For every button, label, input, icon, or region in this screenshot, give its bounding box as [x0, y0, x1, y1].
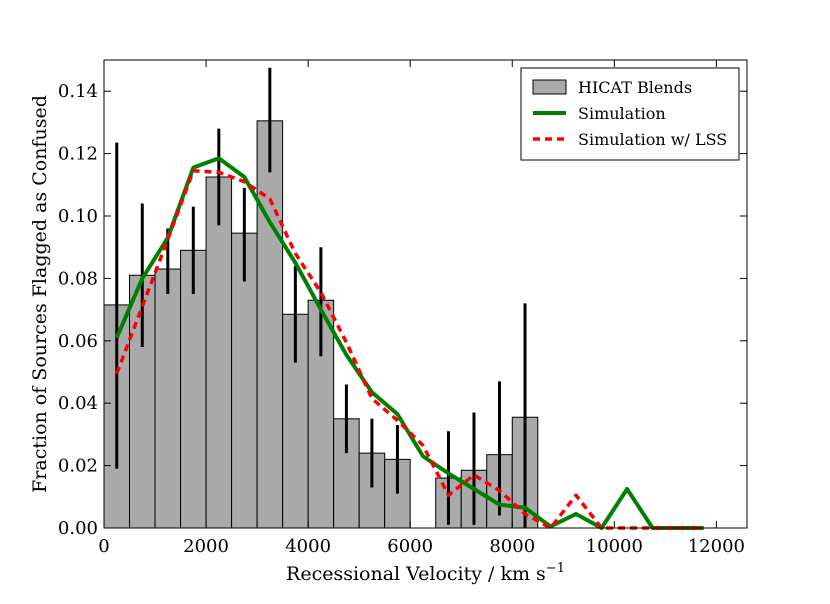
x-tick-label: 10000: [586, 536, 643, 557]
x-tick-label: 12000: [688, 536, 745, 557]
axis-ticks: [103, 60, 747, 529]
y-tick-label: 0.12: [58, 144, 98, 165]
axes-frame: [103, 59, 748, 529]
x-axis-label-text: Recessional Velocity / km s: [286, 563, 546, 585]
legend-label: Simulation w/ LSS: [578, 130, 727, 149]
legend-label: HICAT Blends: [578, 78, 692, 97]
error-bars: [115, 67, 527, 528]
plot-area: [103, 67, 704, 530]
x-axis-label: Recessional Velocity / km s−1: [286, 561, 565, 585]
y-tick-label: 0.00: [58, 518, 98, 539]
x-tick-labels: 0 2000 4000 6000 8000 10000 12000: [98, 536, 745, 557]
y-tick-label: 0.14: [58, 81, 98, 102]
line-series: [114, 156, 704, 530]
x-tick-label: 0: [98, 536, 109, 557]
y-tick-label: 0.02: [58, 456, 98, 477]
x-tick-label: 4000: [285, 536, 331, 557]
legend-swatch-hicat-blends: [532, 79, 567, 95]
y-tick-label: 0.04: [58, 393, 98, 414]
legend: HICAT Blends Simulation Simulation w/ LSS: [520, 67, 740, 161]
x-tick-label: 2000: [183, 536, 229, 557]
x-tick-label: 8000: [489, 536, 535, 557]
y-tick-label: 0.06: [58, 331, 98, 352]
x-axis-label-superscript: −1: [546, 561, 565, 576]
bar: [154, 268, 182, 529]
bar: [205, 176, 233, 529]
x-tick-label: 6000: [387, 536, 433, 557]
y-tick-labels: 0.00 0.02 0.04 0.06 0.08 0.10 0.12 0.14: [58, 81, 98, 539]
y-tick-label: 0.08: [58, 268, 98, 289]
bar: [256, 120, 284, 529]
y-axis-label: Fraction of Sources Flagged as Confused: [29, 95, 51, 493]
series-line-simulation-lss: [115, 169, 704, 530]
y-tick-label: 0.10: [58, 206, 98, 227]
bar: [231, 232, 258, 529]
legend-label: Simulation: [578, 104, 666, 123]
